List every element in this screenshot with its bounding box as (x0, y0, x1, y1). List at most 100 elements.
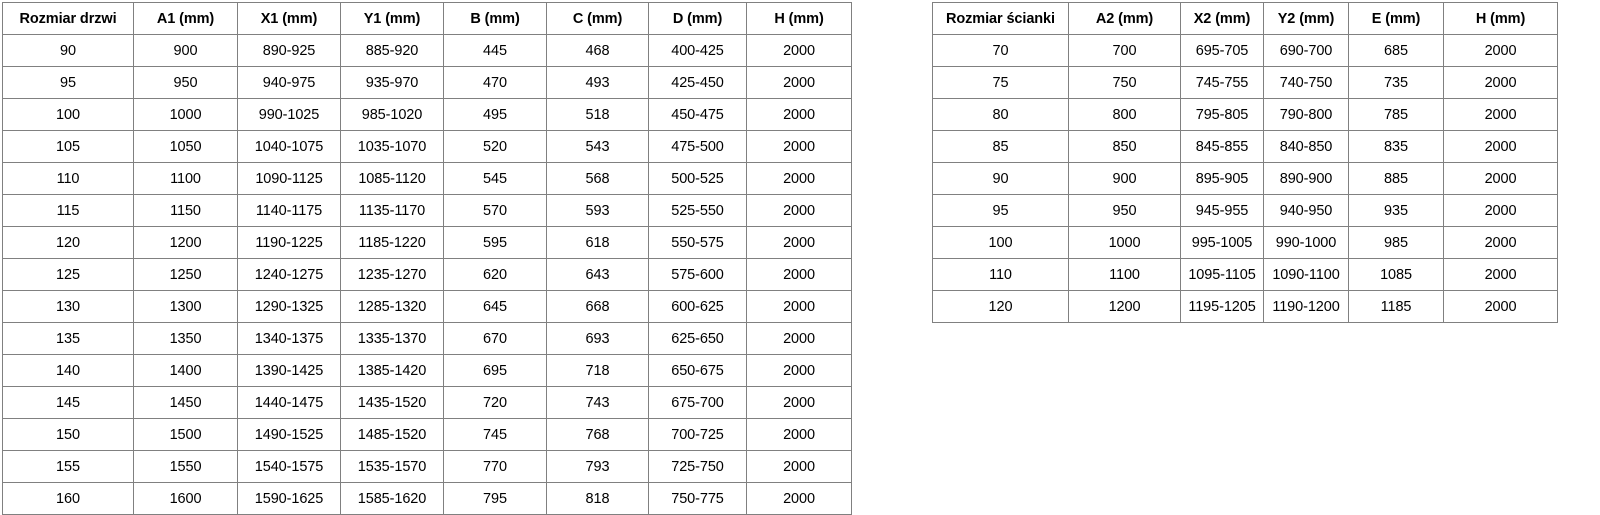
table-cell: 1600 (133, 482, 238, 515)
table-cell: 1150 (133, 194, 238, 227)
table-cell: 1040-1075 (237, 130, 341, 163)
doors-column-header: Rozmiar drzwi (2, 2, 134, 35)
table-cell: 525-550 (648, 194, 747, 227)
table-cell: 2000 (746, 34, 852, 67)
table-cell: 885-920 (340, 34, 444, 67)
table-cell: 2000 (746, 450, 852, 483)
table-cell: 700-725 (648, 418, 747, 451)
table-cell: 1095-1105 (1180, 258, 1264, 291)
table-cell: 400-425 (648, 34, 747, 67)
table-cell: 2000 (746, 66, 852, 99)
table-cell: 695 (443, 354, 547, 387)
table-cell: 1400 (133, 354, 238, 387)
doors-column-header: Y1 (mm) (340, 2, 444, 35)
table-row: 150 1500 1490-1525 1485-1520 745 768 700-725 20… (2, 418, 852, 451)
table-row: 85 850 845-855 840-850 835 2000 (932, 130, 1558, 163)
table-cell: 2000 (746, 386, 852, 419)
table-cell: 1140-1175 (237, 194, 341, 227)
table-cell: 1240-1275 (237, 258, 341, 291)
doors-column-header: A1 (mm) (133, 2, 238, 35)
table-cell: 545 (443, 162, 547, 195)
table-cell: 718 (546, 354, 649, 387)
doors-size-cell: 155 (2, 450, 134, 483)
table-cell: 1535-1570 (340, 450, 444, 483)
table-cell: 1100 (133, 162, 238, 195)
walls-column-header: H (mm) (1443, 2, 1558, 35)
table-cell: 793 (546, 450, 649, 483)
table-cell: 1000 (133, 98, 238, 131)
table-cell: 700 (1068, 34, 1181, 67)
wall-table-header-row: Rozmiar ścianki A2 (mm) X2 (mm) Y2 (mm) E (m… (932, 2, 1558, 35)
table-cell: 768 (546, 418, 649, 451)
table-row: 70 700 695-705 690-700 685 2000 (932, 34, 1558, 67)
table-cell: 2000 (1443, 98, 1558, 131)
table-cell: 2000 (746, 162, 852, 195)
doors-size-cell: 100 (2, 98, 134, 131)
table-cell: 600-625 (648, 290, 747, 323)
table-cell: 1490-1525 (237, 418, 341, 451)
table-cell: 900 (133, 34, 238, 67)
walls-size-cell: 90 (932, 162, 1069, 195)
table-cell: 745 (443, 418, 547, 451)
table-cell: 1100 (1068, 258, 1181, 291)
doors-column-header: D (mm) (648, 2, 747, 35)
doors-size-cell: 140 (2, 354, 134, 387)
walls-size-cell: 85 (932, 130, 1069, 163)
table-cell: 2000 (746, 130, 852, 163)
table-cell: 2000 (746, 354, 852, 387)
table-cell: 1235-1270 (340, 258, 444, 291)
table-cell: 1195-1205 (1180, 290, 1264, 323)
table-cell: 2000 (746, 226, 852, 259)
table-cell: 685 (1348, 34, 1444, 67)
table-cell: 1550 (133, 450, 238, 483)
table-cell: 2000 (746, 98, 852, 131)
table-cell: 568 (546, 162, 649, 195)
table-cell: 985-1020 (340, 98, 444, 131)
table-cell: 1285-1320 (340, 290, 444, 323)
doors-size-cell: 105 (2, 130, 134, 163)
walls-size-cell: 70 (932, 34, 1069, 67)
table-row: 90 900 890-925 885-920 445 468 400-425 2000 (2, 34, 852, 67)
table-cell: 990-1000 (1263, 226, 1349, 259)
table-cell: 1135-1170 (340, 194, 444, 227)
table-cell: 740-750 (1263, 66, 1349, 99)
table-cell: 890-900 (1263, 162, 1349, 195)
table-cell: 2000 (746, 290, 852, 323)
doors-column-header: X1 (mm) (237, 2, 341, 35)
table-row: 155 1550 1540-1575 1535-1570 770 793 725-750 20… (2, 450, 852, 483)
table-cell: 1190-1225 (237, 226, 341, 259)
walls-column-header: A2 (mm) (1068, 2, 1181, 35)
table-row: 90 900 895-905 890-900 885 2000 (932, 162, 1558, 195)
table-cell: 650-675 (648, 354, 747, 387)
table-cell: 945-955 (1180, 194, 1264, 227)
table-row: 80 800 795-805 790-800 785 2000 (932, 98, 1558, 131)
table-cell: 570 (443, 194, 547, 227)
table-cell: 670 (443, 322, 547, 355)
table-cell: 645 (443, 290, 547, 323)
table-cell: 835 (1348, 130, 1444, 163)
table-cell: 750-775 (648, 482, 747, 515)
table-cell: 500-525 (648, 162, 747, 195)
table-cell: 450-475 (648, 98, 747, 131)
doors-column-header: C (mm) (546, 2, 649, 35)
table-row: 110 1100 1095-1105 1090-1100 1085 2000 (932, 258, 1558, 291)
table-cell: 743 (546, 386, 649, 419)
walls-size-cell: 100 (932, 226, 1069, 259)
table-cell: 1000 (1068, 226, 1181, 259)
doors-column-header: H (mm) (746, 2, 852, 35)
table-cell: 785 (1348, 98, 1444, 131)
doors-size-cell: 120 (2, 226, 134, 259)
table-cell: 900 (1068, 162, 1181, 195)
table-row: 75 750 745-755 740-750 735 2000 (932, 66, 1558, 99)
doors-size-cell: 135 (2, 322, 134, 355)
walls-size-cell: 75 (932, 66, 1069, 99)
doors-size-cell: 145 (2, 386, 134, 419)
table-cell: 770 (443, 450, 547, 483)
walls-column-header: Rozmiar ścianki (932, 2, 1069, 35)
table-cell: 2000 (1443, 130, 1558, 163)
door-table-head: Rozmiar drzwi A1 (mm) X1 (mm) Y1 (mm) B (mm)… (2, 2, 852, 35)
table-cell: 995-1005 (1180, 226, 1264, 259)
table-cell: 470 (443, 66, 547, 99)
table-cell: 750 (1068, 66, 1181, 99)
